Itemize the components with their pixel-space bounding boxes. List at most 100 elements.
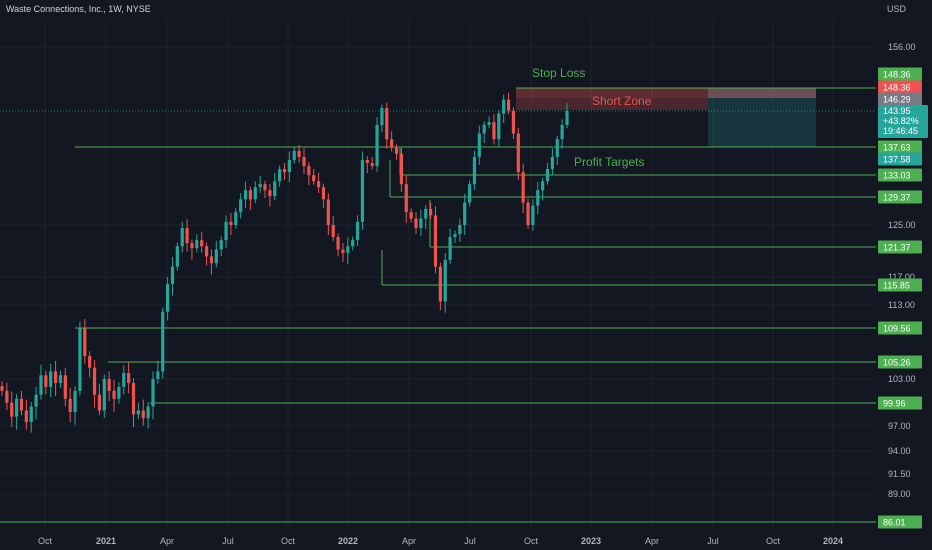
candle-body: [370, 163, 374, 167]
candle-body: [565, 111, 569, 125]
candle-body: [555, 139, 559, 157]
candle-body: [516, 133, 520, 173]
x-tick-label: Jul: [222, 536, 234, 546]
y-tick-label: 97.00: [888, 421, 911, 431]
current-price-change: +43.82%: [883, 116, 919, 126]
current-price-value: 143.95: [883, 106, 911, 116]
candle-body: [10, 402, 14, 417]
candle-body: [136, 410, 140, 415]
candle-body: [287, 159, 291, 173]
axis-price-tag: 133.03: [878, 168, 922, 182]
x-tick-label: 2021: [96, 536, 116, 546]
candle-body: [53, 371, 58, 383]
candle-body: [253, 187, 257, 200]
axis-price-tag: 148.36: [878, 80, 922, 94]
candle-body: [331, 225, 335, 238]
x-tick-label: Oct: [38, 536, 53, 546]
candle-body: [390, 139, 394, 148]
candle-body: [541, 181, 545, 191]
candle-body: [0, 386, 4, 391]
axis-price-tag-text: 137.58: [883, 155, 911, 165]
y-tick-label: 91.50: [888, 469, 911, 479]
axis-price-tag-text: 109.56: [883, 324, 911, 334]
x-tick-label: Oct: [524, 536, 539, 546]
axis-price-tag-text: 146.29: [883, 95, 911, 105]
candle-body: [545, 169, 550, 182]
candle-body: [463, 202, 467, 225]
axis-price-tag-text: 99.96: [883, 399, 906, 409]
candle-body: [24, 410, 28, 423]
candle-body: [112, 390, 116, 399]
position-boxes: [516, 88, 816, 147]
short-target-box: [708, 98, 816, 147]
candle-body: [180, 228, 184, 247]
candle-body: [282, 169, 287, 173]
x-tick-label: Apr: [645, 536, 659, 546]
candle-body: [156, 371, 160, 379]
candle-body: [409, 212, 413, 219]
candle-body: [355, 221, 360, 241]
candle-body: [292, 150, 296, 160]
candle-body: [34, 394, 38, 407]
currency-label: USD: [887, 4, 907, 14]
candle-body: [307, 166, 311, 176]
candle-body: [482, 124, 486, 134]
candle-body: [531, 205, 535, 225]
x-tick-label: 2024: [823, 536, 843, 546]
axis-price-tag: 99.96: [878, 396, 922, 410]
candle-body: [170, 266, 175, 284]
candle-body: [268, 190, 272, 197]
axis-price-tag: 148.36: [878, 67, 922, 81]
candle-body: [209, 256, 214, 264]
axis-price-tag: 109.56: [878, 321, 922, 335]
candle-body: [477, 133, 481, 157]
short-risk-box: [708, 88, 816, 98]
y-tick-label: 125.00: [888, 220, 916, 230]
candle-body: [321, 187, 326, 200]
stop-loss-annotation: Stop Loss: [532, 66, 585, 80]
axis-price-tag-text: 148.36: [883, 83, 911, 93]
candle-body: [273, 181, 277, 197]
y-tick-label: 113.00: [888, 300, 915, 310]
axis-price-tag: 115.85: [878, 278, 922, 292]
candle-body: [248, 190, 253, 200]
axis-price-tag-text: 129.37: [883, 193, 911, 203]
x-tick-label: Jul: [464, 536, 476, 546]
profit-targets-annotation: Profit Targets: [574, 155, 644, 169]
candle-body: [360, 159, 365, 222]
y-tick-label: 89.00: [888, 489, 911, 499]
candle-body: [472, 156, 477, 185]
candle-body: [258, 184, 262, 188]
axis-price-tag-text: 148.36: [883, 70, 911, 80]
candle-body: [506, 99, 511, 111]
axis-price-tag: 86.01: [878, 515, 922, 529]
candle-body: [424, 208, 428, 219]
candle-body: [399, 153, 403, 185]
chart-title: Waste Connections, Inc., 1W, NYSE: [6, 4, 151, 14]
x-tick-label: Apr: [160, 536, 174, 546]
candle-body: [438, 266, 442, 302]
candle-body: [92, 367, 97, 395]
candle-body: [204, 246, 209, 257]
candle-body: [239, 199, 243, 213]
candle-body: [161, 311, 165, 372]
axis-price-tag-text: 105.26: [883, 358, 911, 368]
candle-body: [497, 113, 501, 140]
candle-body: [263, 184, 267, 191]
candle-body: [15, 398, 19, 417]
candle-body: [419, 218, 423, 229]
y-tick-label: 156.00: [888, 42, 916, 52]
level-lines: [0, 87, 876, 523]
candle-body: [63, 375, 67, 399]
candle-body: [49, 371, 53, 387]
candle-body: [404, 184, 408, 213]
y-tick-label: 94.00: [888, 446, 911, 456]
candle-body: [29, 406, 33, 423]
candle-body: [73, 390, 77, 413]
candle-body: [278, 169, 282, 182]
candle-body: [224, 221, 228, 241]
candle-body: [190, 243, 194, 249]
candle-body: [487, 122, 491, 125]
candle-body: [443, 259, 447, 302]
